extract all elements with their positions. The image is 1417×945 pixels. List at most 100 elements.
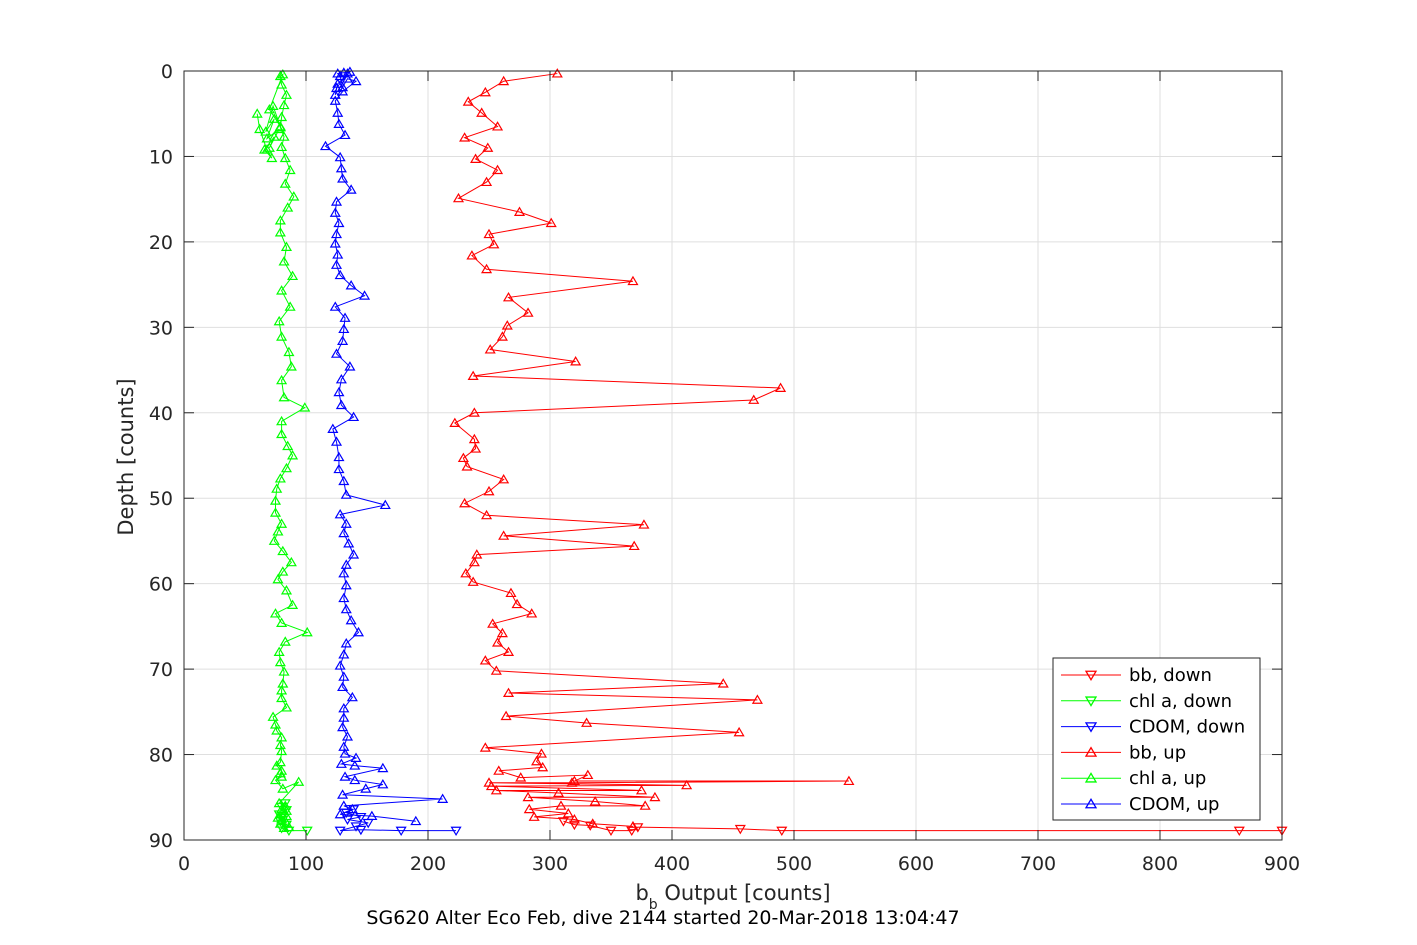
data-point — [274, 739, 286, 750]
data-point — [332, 78, 344, 88]
data-point — [605, 826, 617, 837]
y-tick-label: 30 — [149, 317, 173, 339]
data-point — [502, 291, 515, 302]
legend-box — [1052, 657, 1261, 821]
data-point — [491, 164, 504, 175]
data-point — [461, 461, 473, 471]
data-point — [355, 812, 367, 823]
data-point — [479, 655, 491, 665]
data-point — [338, 741, 350, 751]
data-point — [496, 331, 508, 341]
data-point — [468, 433, 480, 444]
data-point — [734, 824, 746, 835]
data-point — [261, 144, 273, 154]
data-point — [280, 462, 293, 473]
data-point — [843, 775, 855, 786]
legend-item: chl a, down — [1061, 691, 1232, 712]
data-point — [355, 825, 367, 836]
data-point — [466, 250, 478, 260]
data-point — [340, 518, 352, 528]
data-point — [343, 538, 355, 548]
data-point — [468, 556, 480, 567]
data-point — [471, 549, 483, 559]
legend-label: bb, up — [1129, 742, 1186, 763]
data-point — [333, 386, 345, 397]
data-point — [775, 382, 787, 392]
data-point — [338, 800, 350, 810]
data-point — [338, 671, 350, 681]
data-point — [523, 803, 535, 814]
data-point — [379, 499, 391, 510]
data-point — [330, 196, 343, 206]
data-point — [345, 280, 357, 290]
data-point — [552, 787, 565, 797]
data-point — [277, 68, 289, 79]
data-point — [481, 509, 493, 520]
data-point — [488, 238, 500, 249]
data-point — [487, 618, 499, 628]
data-point — [482, 142, 494, 152]
data-point — [330, 436, 343, 446]
y-tick-label: 70 — [149, 659, 173, 681]
data-point — [333, 217, 345, 228]
data-point — [277, 545, 289, 556]
data-point — [339, 129, 351, 140]
data-point — [277, 783, 289, 793]
data-point — [349, 774, 361, 785]
data-point — [366, 810, 378, 821]
data-point — [287, 270, 299, 281]
data-point — [751, 694, 763, 704]
data-point — [377, 779, 389, 789]
data-point — [568, 814, 580, 824]
y-tick-label: 90 — [149, 830, 173, 852]
data-point — [502, 646, 515, 656]
data-point — [584, 821, 596, 831]
legend-item: chl a, up — [1061, 768, 1206, 789]
data-point — [273, 646, 285, 656]
legend-label: chl a, down — [1129, 691, 1232, 712]
legend-marker — [1084, 746, 1098, 757]
data-point — [279, 636, 291, 646]
data-point — [283, 346, 295, 357]
data-point — [551, 68, 563, 78]
legend-label: chl a, up — [1129, 768, 1206, 789]
data-point — [498, 75, 510, 86]
data-point — [501, 320, 513, 330]
data-point — [528, 811, 540, 821]
data-point — [348, 549, 360, 559]
data-point — [277, 566, 289, 576]
x-tick-label: 500 — [776, 853, 812, 875]
data-point — [638, 519, 650, 529]
data-point — [301, 826, 313, 837]
data-point — [337, 721, 349, 732]
data-point — [284, 164, 296, 175]
series-bb-down — [557, 817, 1288, 837]
x-tick-label: 300 — [532, 853, 568, 875]
data-point — [339, 771, 351, 781]
data-point — [273, 123, 285, 134]
data-point — [459, 132, 471, 142]
data-point — [449, 417, 461, 428]
data-point — [268, 535, 280, 545]
data-point — [338, 567, 350, 578]
data-point — [531, 755, 543, 766]
data-point — [467, 576, 479, 586]
data-point — [340, 559, 352, 569]
data-point — [344, 361, 356, 371]
data-point — [269, 608, 282, 618]
series-bb-up — [449, 68, 855, 831]
data-point — [627, 820, 639, 831]
data-point — [276, 765, 288, 775]
data-point — [267, 100, 279, 111]
data-point — [334, 508, 346, 519]
data-point — [271, 725, 283, 735]
data-point — [338, 527, 350, 538]
data-point — [276, 685, 288, 695]
data-point — [268, 131, 280, 141]
data-point — [279, 799, 291, 809]
data-point — [566, 777, 578, 787]
x-axis: 0 100 200 300 400 500 600 700 800 900 — [178, 71, 1300, 875]
data-point — [681, 779, 693, 790]
data-point — [276, 732, 288, 742]
y-tick-label: 10 — [149, 146, 173, 168]
